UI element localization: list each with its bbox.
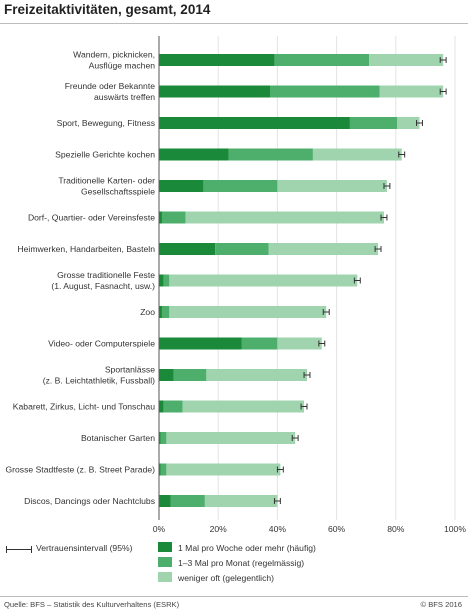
bar-segment xyxy=(159,337,242,350)
x-tick-label: 40% xyxy=(269,524,287,534)
bar-segment xyxy=(268,243,379,255)
category-label: Traditionelle Karten- oder xyxy=(58,176,155,186)
bar-segment xyxy=(182,400,305,413)
category-label: Discos, Dancings oder Nachtclubs xyxy=(24,496,155,506)
error-bars xyxy=(273,57,447,504)
category-label: Heimwerken, Handarbeiten, Basteln xyxy=(17,244,155,254)
bar-segment xyxy=(369,54,444,66)
bar-segment xyxy=(170,495,205,507)
chart-area: Wandern, picknicken,Ausflüge machen Freun… xyxy=(5,36,467,534)
bar-segment xyxy=(159,180,204,192)
category-label: Botanischer Garten xyxy=(81,433,155,443)
bar-segment xyxy=(277,337,322,350)
bar-segment xyxy=(206,369,307,381)
bar-segment xyxy=(169,274,358,287)
category-label: Kabarett, Zirkus, Licht- und Tonschau xyxy=(13,402,155,412)
bar-segment xyxy=(163,274,170,287)
category-label: auswärts treffen xyxy=(94,92,155,102)
x-tick-label: 0% xyxy=(153,524,166,534)
bar-segment xyxy=(173,369,207,381)
bar-segment xyxy=(270,85,380,98)
x-tick-label: 20% xyxy=(210,524,228,534)
bar-segment xyxy=(163,400,183,413)
bar-segment xyxy=(159,211,162,224)
bar-segment xyxy=(159,54,275,66)
category-label: Sport, Bewegung, Fitness xyxy=(57,118,155,128)
bar-segment xyxy=(159,148,229,161)
category-label: Dorf-, Quartier- oder Vereinsfeste xyxy=(28,213,155,223)
bar-segment xyxy=(397,117,420,129)
chart-title: Freizeitaktivitäten, gesamt, 2014 xyxy=(4,2,211,17)
legend-label-regelmaessig: 1–3 Mal pro Monat (regelmässig) xyxy=(178,558,305,568)
x-tick-label: 60% xyxy=(328,524,346,534)
bar-segment xyxy=(274,54,370,66)
source-note: Quelle: BFS – Statistik des Kulturverhal… xyxy=(4,600,180,609)
category-label: Grosse Stadtfeste (z. B. Street Parade) xyxy=(5,465,155,475)
bar-segment xyxy=(159,400,164,413)
bar-segment xyxy=(166,432,296,444)
x-tick-label: 80% xyxy=(387,524,405,534)
bar-segment xyxy=(349,117,398,129)
bar-segment xyxy=(159,432,161,444)
bar-segment xyxy=(159,369,174,381)
bar-segment xyxy=(159,85,270,98)
bar-segment xyxy=(159,495,171,507)
category-label: Zoo xyxy=(140,307,155,317)
bars xyxy=(159,54,444,507)
category-label: (z. B. Leichtathletik, Fussball) xyxy=(43,376,155,386)
bar-segment xyxy=(159,117,350,129)
ci-legend-label: Vertrauensintervall (95%) xyxy=(36,543,133,553)
bar-segment xyxy=(159,243,216,255)
bar-segment xyxy=(160,432,167,444)
title-divider xyxy=(0,23,468,24)
legend-label-gelegentlich: weniger oft (gelegentlich) xyxy=(178,573,275,583)
legend-swatch-haeufig xyxy=(158,542,172,552)
bar-segment xyxy=(241,337,278,350)
bar-segment xyxy=(185,211,384,224)
footer-divider xyxy=(0,596,468,597)
x-tick-labels: 0% 20% 40% 60% 80% 100% xyxy=(153,524,467,534)
bar-segment xyxy=(203,180,278,192)
category-label: Ausflüge machen xyxy=(89,61,156,71)
legend-label-haeufig: 1 Mal pro Woche oder mehr (häufig) xyxy=(178,543,316,553)
bar-segment xyxy=(160,463,167,476)
category-label: Wandern, picknicken, xyxy=(73,50,155,60)
category-label: Spezielle Gerichte kochen xyxy=(55,150,155,160)
bar-segment xyxy=(161,306,170,318)
category-label: Video- oder Computerspiele xyxy=(48,339,155,349)
category-label: Grosse traditionelle Feste xyxy=(57,270,155,280)
category-label: Sportanlässe xyxy=(105,365,155,375)
copyright-note: © BFS 2016 xyxy=(420,600,462,609)
legend-swatch-regelmaessig xyxy=(158,557,172,567)
bar-segment xyxy=(312,148,402,161)
bar-segment xyxy=(379,85,444,98)
bar-segment xyxy=(169,306,327,318)
x-tick-label: 100% xyxy=(444,524,466,534)
category-labels: Wandern, picknicken,Ausflüge machen Freun… xyxy=(5,50,155,507)
bar-segment xyxy=(166,463,281,476)
bar-segment xyxy=(215,243,269,255)
category-label: (1. August, Fasnacht, usw.) xyxy=(51,281,155,291)
category-label: Gesellschaftsspiele xyxy=(81,187,155,197)
bar-segment xyxy=(161,211,186,224)
bar-segment xyxy=(159,306,162,318)
category-label: Freunde oder Bekannte xyxy=(65,81,156,91)
bar-segment xyxy=(277,180,387,192)
ci-legend-symbol xyxy=(6,546,32,553)
bar-segment xyxy=(159,274,164,287)
bar-segment xyxy=(228,148,313,161)
bar-segment xyxy=(159,463,161,476)
legend-swatch-gelegentlich xyxy=(158,572,172,582)
bar-segment xyxy=(204,495,278,507)
